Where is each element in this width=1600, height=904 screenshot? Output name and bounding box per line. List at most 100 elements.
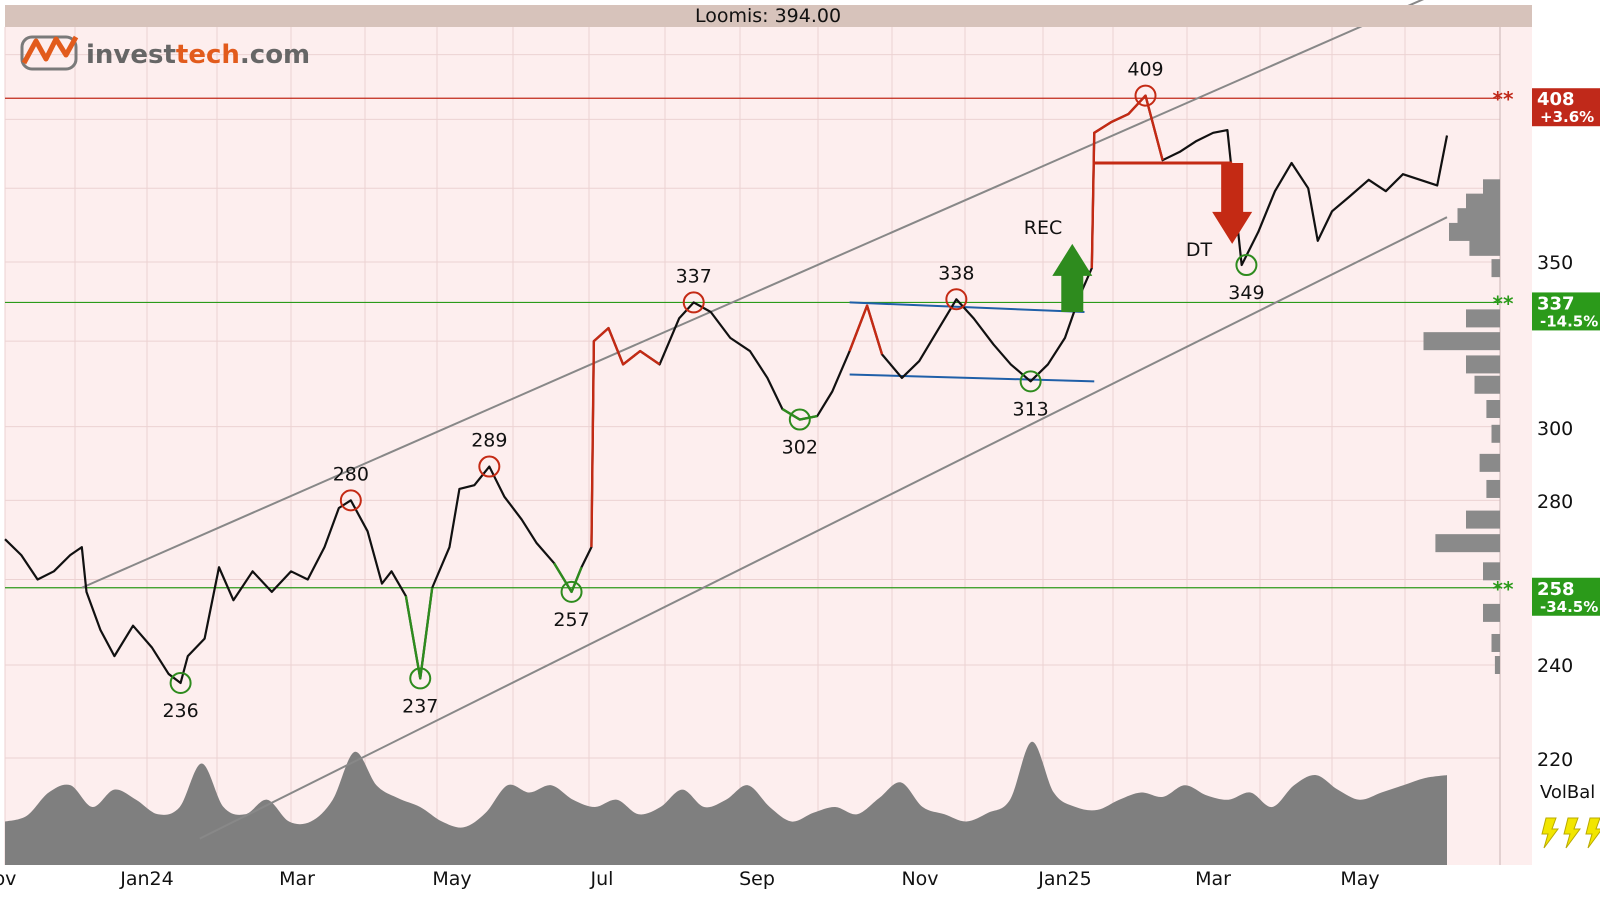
volume-profile-bar	[1423, 332, 1500, 351]
volume-profile-bar	[1483, 562, 1500, 581]
volume-profile-bar	[1486, 479, 1500, 498]
low-value-label: 257	[553, 609, 589, 631]
axes: ov Jan24 Mar May Jul Sep Nov Jan25 Mar May 220 240 2…	[0, 252, 1573, 890]
x-tick-label: May	[432, 868, 471, 890]
high-value-label: 338	[938, 262, 974, 284]
support-label-box	[1532, 292, 1600, 331]
x-tick-label: May	[1340, 868, 1379, 890]
svg-text:investtech.com: investtech.com	[86, 40, 310, 70]
volbal-indicator: VolBal	[1540, 782, 1600, 849]
low-value-label: 236	[162, 700, 198, 722]
volbal-star-icon	[1585, 817, 1600, 849]
signal-segment	[1090, 94, 1164, 269]
low-marker	[1235, 254, 1258, 277]
x-tick-label: Sep	[739, 868, 775, 890]
sell-arrow-icon	[1212, 162, 1253, 244]
x-tick-label: Jan24	[119, 868, 173, 890]
signal-segment	[404, 587, 434, 680]
y-tick-label: 350	[1537, 252, 1573, 274]
annotations: REC DT	[1024, 161, 1253, 312]
y-tick-label: 280	[1537, 491, 1573, 513]
support-resistance-lines: 408+3.6%**337-14.5%**258-34.5%**	[5, 87, 1600, 616]
resistance-level-change: +3.6%	[1540, 108, 1594, 126]
volume-profile-bar	[1466, 193, 1500, 212]
signal-segment	[848, 304, 884, 355]
volume-profile-bar	[1466, 355, 1500, 374]
low-marker	[169, 671, 192, 694]
triangle-line	[849, 373, 1095, 383]
high-marker	[945, 288, 968, 311]
signal-segment	[781, 407, 818, 421]
high-marker	[682, 291, 705, 314]
low-value-label: 237	[402, 695, 438, 717]
triangle-line	[849, 301, 1085, 313]
high-value-label: 337	[676, 265, 712, 287]
x-tick-label: ov	[0, 868, 16, 890]
volume-profile-bar	[1469, 237, 1500, 256]
grid-lines	[4, 27, 1501, 865]
resistance-label-box	[1532, 88, 1600, 127]
signal-stars: **	[1493, 87, 1514, 111]
signal-stars: **	[1493, 577, 1514, 601]
x-tick-label: Jul	[590, 868, 614, 890]
chart-title: Loomis: 394.00	[695, 5, 841, 27]
volbal-stars	[1541, 817, 1600, 849]
signal-segment	[553, 562, 583, 594]
volume-profile-bar	[1479, 453, 1500, 472]
low-value-label: 313	[1012, 398, 1048, 420]
x-tick-label: Nov	[901, 868, 938, 890]
volbal-label: VolBal	[1540, 782, 1595, 803]
logo-text-invest: invest	[86, 40, 176, 70]
title-bar	[5, 5, 1532, 27]
low-marker	[1019, 370, 1042, 393]
y-tick-label: 220	[1537, 749, 1573, 771]
low-value-label: 349	[1228, 282, 1264, 304]
y-tick-label: 300	[1537, 418, 1573, 440]
volume-profile-bar	[1483, 179, 1500, 198]
rec-label: REC	[1024, 217, 1062, 239]
support-level-value: 258	[1537, 579, 1575, 600]
volume-profile-bar	[1466, 510, 1500, 529]
y-tick-label: 240	[1537, 655, 1573, 677]
resistance-level-value: 408	[1537, 89, 1575, 110]
volume-balance-area	[5, 741, 1447, 865]
volume-profile-bar	[1494, 656, 1500, 674]
volume-profile-bar	[1491, 424, 1500, 443]
volume-profile	[1423, 179, 1500, 674]
trend-lines	[81, 0, 1448, 840]
volume-profile-bar	[1466, 309, 1500, 328]
high-marker	[478, 455, 501, 478]
low-value-label: 302	[782, 437, 818, 459]
volume-profile-bar	[1491, 259, 1500, 278]
low-marker	[560, 580, 583, 603]
logo-frame	[20, 35, 78, 71]
logo-text-com: .com	[240, 40, 310, 70]
support-label-box	[1532, 577, 1600, 616]
support-level-change: -14.5%	[1540, 312, 1598, 330]
logo-wave-icon	[21, 35, 79, 65]
plot-background	[5, 5, 1532, 865]
volbal-star-icon	[1563, 817, 1581, 849]
dt-label: DT	[1186, 239, 1213, 261]
volume-profile-bar	[1491, 633, 1500, 652]
high-value-label: 409	[1127, 59, 1163, 81]
high-value-label: 280	[333, 463, 369, 485]
volume-profile-bar	[1483, 603, 1500, 622]
volume-profile-bar	[1457, 208, 1500, 227]
extrema-markers: 236 280 237 289 257 337 302 338 313 409 349	[162, 59, 1264, 722]
high-marker	[1134, 84, 1157, 107]
volume-profile-bar	[1486, 399, 1500, 418]
volume-profile-bar	[1474, 375, 1500, 394]
high-marker	[339, 489, 362, 512]
volume-profile-bar	[1435, 534, 1500, 553]
trend-channel-line	[81, 0, 1425, 589]
support-level-value: 337	[1537, 293, 1575, 314]
buy-arrow-icon	[1052, 243, 1093, 312]
signal-stars: **	[1493, 291, 1514, 315]
x-tick-label: Jan25	[1037, 868, 1091, 890]
logo-text-tech: tech	[176, 40, 240, 70]
x-tick-label: Mar	[279, 868, 315, 890]
support-level-change: -34.5%	[1540, 598, 1598, 616]
